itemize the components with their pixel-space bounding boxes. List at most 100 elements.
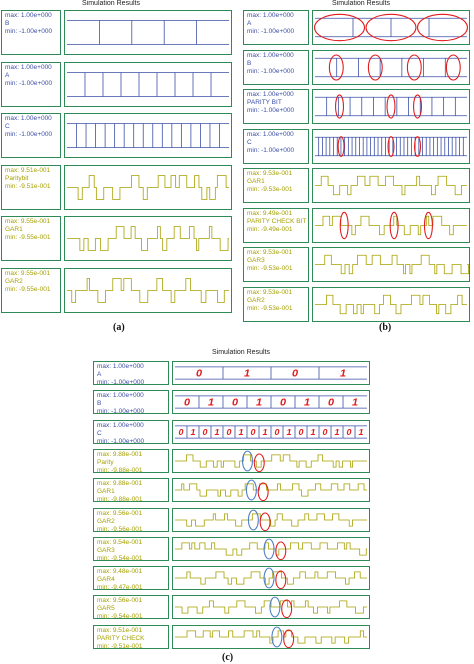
panel-c-caption: (c) xyxy=(222,652,234,663)
signal-name-text: GAR2 xyxy=(5,277,23,285)
highlight-ellipse xyxy=(389,211,399,239)
bit-value-label: 1 xyxy=(244,369,250,380)
signal-min-text: min: -9.51e-001 xyxy=(5,182,51,190)
highlight-ellipse xyxy=(386,94,396,119)
signal-waveform xyxy=(64,216,232,261)
signal-label-box: max: 9.56e-001 GAR5 min: -9.54e-001 xyxy=(93,595,169,620)
signal-name-text: GAR2 xyxy=(97,517,115,525)
bit-value-label: 0 xyxy=(292,369,298,380)
signal-waveform: 0 1 0 1 0 1 0 1 xyxy=(172,390,370,415)
highlight-ellipse-red xyxy=(253,453,265,472)
wave-trace xyxy=(174,542,368,556)
bit-value-label: 0 xyxy=(323,427,328,437)
signal-name-text: C xyxy=(5,123,10,130)
wave-trace xyxy=(174,483,368,497)
signal-waveform xyxy=(312,286,470,322)
signal-waveform xyxy=(64,164,232,210)
highlight-ellipse xyxy=(365,13,417,42)
signal-max-text: max: 1.00e+000 xyxy=(247,130,294,138)
signal-waveform xyxy=(64,113,232,158)
signal-min-text: min: -1.00e+000 xyxy=(97,379,145,385)
highlight-ellipse-red xyxy=(281,599,293,619)
highlight-ellipse-red xyxy=(257,482,269,502)
signal-label-box: max: 1.00e+000 PARITY BIT min: -1.00e+000 xyxy=(243,89,309,124)
bit-value-label: 1 xyxy=(191,427,196,437)
signal-label-box: max: 9.56e-001 GAR2 min: -9.56e-001 xyxy=(93,507,169,532)
signal-waveform xyxy=(312,247,470,282)
panel-a-title: Simulation Results xyxy=(82,0,140,7)
signal-label-box: max: 9.49e-001 PARITY CHECK BIT min: -9.49… xyxy=(243,207,309,243)
signal-name-text: Paritybit xyxy=(5,174,29,182)
signal-min-text: min: -9.54e-001 xyxy=(97,554,143,561)
signal-min-text: min: -9.53e-001 xyxy=(247,265,293,272)
wave-trace xyxy=(314,175,468,196)
signal-name-text: B xyxy=(247,59,252,67)
signal-label-box: max: 9.55e-001 GAR1 min: -9.55e-001 xyxy=(1,216,61,261)
bit-value-label: 1 xyxy=(256,398,262,409)
signal-waveform xyxy=(312,49,470,85)
signal-max-text: max: 9.54e-001 xyxy=(97,538,143,546)
signal-name-text: C xyxy=(97,429,102,437)
signal-waveform xyxy=(172,595,370,620)
wave-trace xyxy=(174,630,368,644)
highlight-ellipse-blue xyxy=(247,509,259,530)
bit-value-label: 1 xyxy=(239,427,244,437)
signal-min-text: min: -1.00e+000 xyxy=(247,67,295,75)
highlight-ellipse xyxy=(414,135,422,157)
signal-min-text: min: -1.00e+000 xyxy=(247,146,295,154)
signal-max-text: max: 9.53e-001 xyxy=(247,170,293,177)
signal-min-text: min: -9.53e-001 xyxy=(247,186,293,193)
bit-value-label: 1 xyxy=(304,398,310,409)
highlight-ellipse xyxy=(339,211,349,239)
signal-max-text: max: 1.00e+000 xyxy=(5,63,52,71)
signal-name-text: B xyxy=(97,400,102,408)
signal-name-text: B xyxy=(5,20,10,27)
signal-name-text: A xyxy=(247,20,252,27)
panel-b-caption: (b) xyxy=(379,322,392,333)
signal-min-text: min: -1.00e+000 xyxy=(247,28,295,35)
signal-min-text: min: -9.56e-001 xyxy=(97,525,143,532)
signal-max-text: max: 9.55e-001 xyxy=(5,269,51,277)
signal-label-box: max: 9.53e-001 GAR1 min: -9.53e-001 xyxy=(243,168,309,203)
bit-value-label: 1 xyxy=(340,369,346,380)
signal-min-text: min: -1.00e+000 xyxy=(247,107,295,114)
signal-max-text: max: 1.00e+000 xyxy=(97,421,144,429)
signal-waveform xyxy=(312,128,470,164)
signal-min-text: min: -9.88e-001 xyxy=(97,496,143,503)
bit-value-label: 1 xyxy=(359,427,364,437)
signal-waveform xyxy=(64,10,232,55)
signal-min-text: min: -9.51e-001 xyxy=(97,642,143,649)
highlight-ellipse-blue xyxy=(271,626,283,648)
highlight-ellipse xyxy=(367,53,383,81)
bit-value-label: 1 xyxy=(352,398,358,409)
signal-name-text: GAR5 xyxy=(97,605,115,613)
signal-min-text: min: -1.00e+000 xyxy=(97,437,145,444)
highlight-ellipse xyxy=(337,135,345,157)
signal-max-text: max: 9.88e-001 xyxy=(97,480,143,488)
highlight-ellipse-blue xyxy=(241,450,253,472)
signal-name-text: Parity xyxy=(97,458,114,466)
bit-value-label: 0 xyxy=(328,398,334,409)
highlight-ellipse xyxy=(328,53,344,81)
wave-trace xyxy=(174,600,368,614)
wave-trace xyxy=(66,277,230,303)
wave-trace xyxy=(314,294,468,314)
signal-waveform xyxy=(172,448,370,473)
bit-value-label: 0 xyxy=(299,427,304,437)
bit-value-label: 0 xyxy=(179,427,184,437)
signal-name-text: GAR1 xyxy=(5,226,23,233)
signal-label-box: max: 9.55e-001 GAR2 min: -9.55e-001 xyxy=(1,267,61,313)
wave-trace xyxy=(174,571,368,585)
signal-max-text: max: 9.48e-001 xyxy=(97,568,143,576)
panel-c-title: Simulation Results xyxy=(212,349,270,356)
bit-value-label: 0 xyxy=(196,369,202,380)
signal-waveform xyxy=(172,478,370,503)
signal-waveform xyxy=(172,566,370,591)
signal-max-text: max: 9.53e-001 xyxy=(247,288,293,296)
bit-value-label: 1 xyxy=(335,427,340,437)
wave-trace xyxy=(66,226,230,251)
